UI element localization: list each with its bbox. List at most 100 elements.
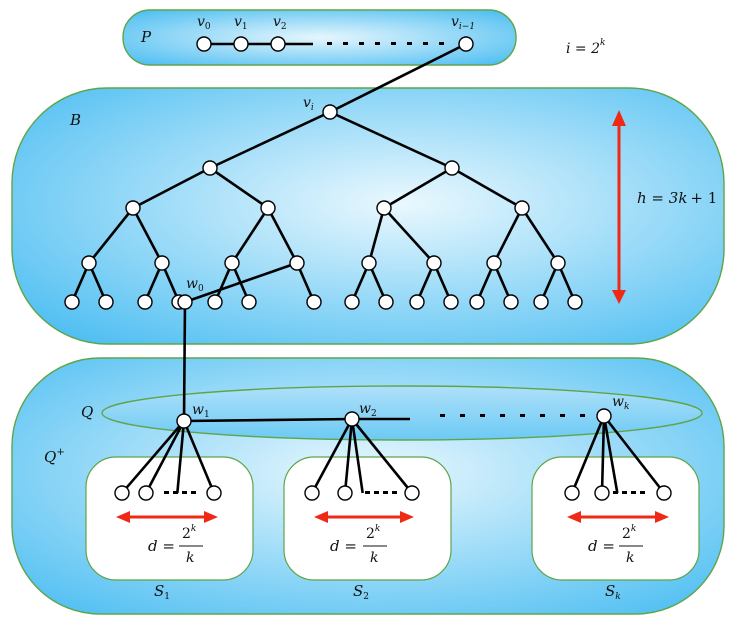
- svg-text:k: k: [626, 550, 634, 566]
- tree-leaf-node: [443, 294, 459, 310]
- height-label: h = 3k + 1: [637, 189, 717, 207]
- node-label-w1: w1: [192, 402, 210, 420]
- svg-text:2k: 2k: [622, 524, 636, 542]
- distance-arrow-2: [314, 511, 414, 523]
- distance-formula-k: d = 2k k: [588, 524, 643, 566]
- svg-text:d =: d =: [330, 537, 357, 555]
- tree-node: [426, 255, 442, 271]
- tree-leaf-node: [207, 294, 223, 310]
- tree-node: [154, 255, 170, 271]
- tree-edge: [209, 166, 269, 210]
- subset-node: [138, 485, 154, 501]
- tree-node: [202, 160, 218, 176]
- tree-edge: [492, 207, 524, 264]
- tree-node: [224, 255, 240, 271]
- tree-node: [260, 200, 276, 216]
- tree-edge: [184, 261, 298, 304]
- q-region: [101, 385, 703, 441]
- node-label-w0: w0: [186, 276, 204, 294]
- region-label-B: B: [69, 111, 81, 129]
- tree-edge: [367, 207, 386, 264]
- tree-leaf-node: [409, 294, 425, 310]
- hub-ellipsis: [440, 414, 585, 417]
- tree-node: [361, 255, 377, 271]
- subset-node: [304, 485, 320, 501]
- hub-to-subset-edge: [350, 418, 414, 494]
- tree-leaf-node: [306, 294, 322, 310]
- node-label-v-i-minus-1: vi−1: [451, 14, 475, 32]
- tree-leaf-node: [137, 294, 153, 310]
- tree-leaf-node: [98, 294, 114, 310]
- tree-node: [125, 200, 141, 216]
- tree-leaf-node: [241, 294, 257, 310]
- tree-node: [289, 255, 305, 271]
- tree-edge: [329, 110, 453, 170]
- hub-to-subset-edge: [176, 420, 186, 494]
- region-label-Qplus: Q+: [44, 447, 65, 466]
- link-edge-path-to-tree: [329, 42, 467, 114]
- hub-to-subset-edge: [602, 415, 619, 494]
- hub-to-subset-edge: [570, 415, 606, 494]
- hub-node-w2: [344, 411, 360, 427]
- svg-text:2k: 2k: [182, 524, 196, 542]
- subset-ellipsis-2: [365, 491, 397, 494]
- tree-node: [376, 200, 392, 216]
- svg-text:d =: d =: [148, 537, 175, 555]
- tree-edge: [131, 207, 164, 264]
- hub-to-subset-edge: [350, 418, 364, 494]
- node-label-v0: v0: [197, 14, 211, 32]
- tree-edge: [520, 207, 560, 264]
- subset-node: [206, 485, 222, 501]
- subset-label-S2: S2: [353, 582, 369, 602]
- subset-node: [114, 485, 130, 501]
- tree-edge: [383, 207, 435, 264]
- subset-label-Sk: Sk: [605, 582, 621, 602]
- tree-leaf-node: [378, 294, 394, 310]
- svg-text:k: k: [186, 550, 194, 566]
- tree-node: [444, 160, 460, 176]
- tree-leaf-node: [503, 294, 519, 310]
- node-label-wk: wk: [612, 394, 629, 412]
- hub-to-subset-edge: [602, 415, 666, 494]
- svg-text:k: k: [370, 550, 378, 566]
- hub-edge: [183, 417, 353, 423]
- tree-node: [550, 255, 566, 271]
- path-ellipsis: [327, 42, 444, 45]
- path-node-last: [458, 36, 474, 52]
- subset-node: [594, 485, 610, 501]
- tree-leaf-node-w0: [177, 294, 193, 310]
- tree-edge: [132, 166, 211, 210]
- region-label-Q: Q: [81, 403, 93, 421]
- subset-node: [404, 485, 420, 501]
- tree-leaf-node: [567, 294, 583, 310]
- distance-arrow-k: [567, 511, 669, 523]
- tree-edge: [451, 166, 523, 210]
- node-label-w2: w2: [359, 401, 377, 419]
- height-arrow: [612, 110, 626, 304]
- node-label-v1: v1: [234, 14, 248, 32]
- path-length-note: i = 2k: [566, 38, 605, 57]
- subset-ellipsis-k: [613, 491, 645, 494]
- subset-ellipsis-1: [164, 491, 196, 494]
- node-layer: [64, 36, 672, 501]
- path-node: [270, 36, 286, 52]
- tree-edge: [87, 207, 135, 264]
- tree-leaf-node: [64, 294, 80, 310]
- tree-leaf-node: [344, 294, 360, 310]
- hub-to-subset-edge: [600, 415, 606, 494]
- distance-arrow-1: [116, 511, 218, 523]
- tree-edge: [209, 110, 331, 170]
- svg-text:2k: 2k: [366, 524, 380, 542]
- tree-root-node: [322, 104, 338, 120]
- distance-formula-1: d = 2k k: [148, 524, 203, 566]
- region-label-P: P: [140, 28, 152, 46]
- link-edge-w0-w1: [182, 301, 187, 422]
- tree-node: [81, 255, 97, 271]
- hub-node-w1: [176, 413, 192, 429]
- tree-node: [486, 255, 502, 271]
- hub-to-subset-edge: [182, 420, 216, 494]
- path-node: [196, 36, 212, 52]
- tree-leaf-node: [533, 294, 549, 310]
- tree-edge: [230, 207, 270, 264]
